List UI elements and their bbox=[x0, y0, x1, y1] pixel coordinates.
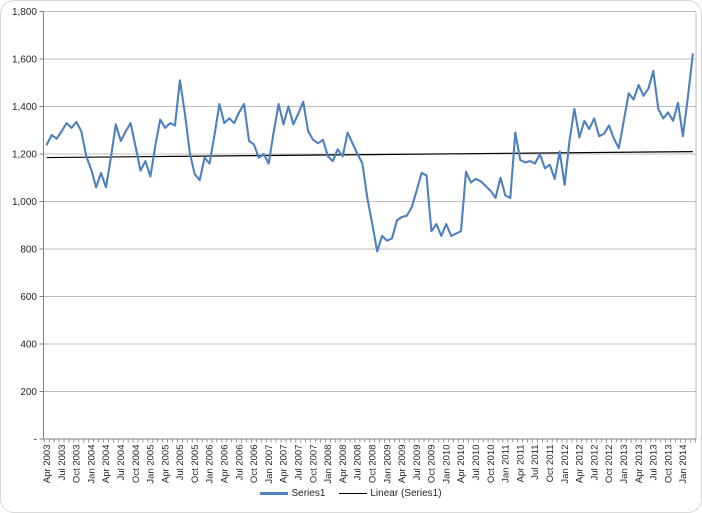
svg-text:Oct 2006: Oct 2006 bbox=[249, 445, 260, 484]
svg-text:-: - bbox=[34, 435, 37, 446]
svg-text:Jul 2012: Jul 2012 bbox=[589, 445, 600, 481]
svg-text:Jul 2010: Jul 2010 bbox=[471, 445, 482, 481]
svg-text:200: 200 bbox=[20, 387, 37, 398]
svg-text:1,200: 1,200 bbox=[12, 150, 37, 161]
svg-text:600: 600 bbox=[20, 292, 37, 303]
svg-text:Oct 2008: Oct 2008 bbox=[367, 445, 378, 484]
svg-text:1,600: 1,600 bbox=[12, 55, 37, 66]
trendline-swatch bbox=[339, 493, 368, 494]
svg-text:Oct 2013: Oct 2013 bbox=[663, 445, 674, 484]
svg-text:Oct 2010: Oct 2010 bbox=[486, 445, 497, 484]
svg-text:Jul 2003: Jul 2003 bbox=[57, 445, 68, 481]
svg-text:Jan 2009: Jan 2009 bbox=[382, 445, 393, 484]
svg-text:Apr 2004: Apr 2004 bbox=[101, 445, 112, 484]
svg-text:Apr 2003: Apr 2003 bbox=[42, 445, 53, 484]
svg-text:Jul 2007: Jul 2007 bbox=[293, 445, 304, 481]
svg-text:400: 400 bbox=[20, 340, 37, 351]
series1-line-swatch bbox=[260, 492, 289, 495]
linear-trendline[interactable] bbox=[46, 151, 693, 159]
legend-item-series1[interactable]: Series1 bbox=[260, 488, 325, 499]
svg-text:Oct 2009: Oct 2009 bbox=[427, 445, 438, 484]
legend-label-series1: Series1 bbox=[291, 488, 326, 499]
y-axis-labels: 1,800 1,600 1,400 1,200 1,000 800 600 400 200 - bbox=[12, 7, 37, 446]
horizontal-gridlines bbox=[43, 11, 697, 439]
svg-text:Jan 2013: Jan 2013 bbox=[619, 445, 630, 484]
svg-text:800: 800 bbox=[20, 245, 37, 256]
svg-text:Jul 2008: Jul 2008 bbox=[353, 445, 364, 481]
svg-text:Apr 2012: Apr 2012 bbox=[575, 445, 586, 484]
svg-text:1,400: 1,400 bbox=[12, 102, 37, 113]
svg-text:Oct 2004: Oct 2004 bbox=[131, 445, 142, 484]
axis-lines bbox=[43, 11, 696, 440]
svg-text:Jan 2005: Jan 2005 bbox=[146, 445, 157, 484]
svg-text:Jul 2013: Jul 2013 bbox=[649, 445, 660, 481]
svg-text:Jan 2014: Jan 2014 bbox=[678, 445, 689, 484]
legend-item-linear-trend[interactable]: Linear (Series1) bbox=[339, 488, 442, 499]
svg-text:Apr 2013: Apr 2013 bbox=[634, 445, 645, 484]
svg-text:Jul 2009: Jul 2009 bbox=[412, 445, 423, 481]
svg-text:Oct 2012: Oct 2012 bbox=[604, 445, 615, 484]
svg-text:Jan 2011: Jan 2011 bbox=[501, 445, 512, 483]
x-axis-labels: Apr 2003 Jul 2003 Oct 2003 Jan 2004 Apr 2004… bbox=[42, 445, 689, 484]
svg-text:Jan 2010: Jan 2010 bbox=[441, 445, 452, 484]
svg-text:Oct 2007: Oct 2007 bbox=[308, 445, 319, 484]
svg-text:Jul 2004: Jul 2004 bbox=[116, 445, 127, 481]
svg-text:Apr 2005: Apr 2005 bbox=[160, 445, 171, 484]
chart-legend: Series1 Linear (Series1) bbox=[1, 488, 701, 499]
x-axis-ticks bbox=[43, 439, 696, 443]
svg-text:1,000: 1,000 bbox=[12, 197, 37, 208]
series1-line[interactable] bbox=[45, 53, 694, 253]
svg-text:Oct 2011: Oct 2011 bbox=[545, 445, 556, 483]
svg-text:Apr 2011: Apr 2011 bbox=[515, 445, 526, 483]
svg-text:Jan 2008: Jan 2008 bbox=[323, 445, 334, 484]
svg-text:Apr 2008: Apr 2008 bbox=[338, 445, 349, 484]
svg-text:Oct 2003: Oct 2003 bbox=[72, 445, 83, 484]
svg-text:1,800: 1,800 bbox=[12, 7, 37, 18]
svg-text:Apr 2009: Apr 2009 bbox=[397, 445, 408, 484]
y-axis-ticks bbox=[39, 11, 44, 440]
legend-label-linear-trend: Linear (Series1) bbox=[370, 488, 442, 499]
svg-text:Apr 2007: Apr 2007 bbox=[279, 445, 290, 484]
svg-text:Jan 2012: Jan 2012 bbox=[560, 445, 571, 484]
svg-text:Jan 2004: Jan 2004 bbox=[86, 445, 97, 484]
svg-text:Apr 2010: Apr 2010 bbox=[456, 445, 467, 484]
svg-text:Jan 2006: Jan 2006 bbox=[205, 445, 216, 484]
svg-text:Jan 2007: Jan 2007 bbox=[264, 445, 275, 484]
svg-text:Oct 2005: Oct 2005 bbox=[190, 445, 201, 484]
svg-text:Jul 2006: Jul 2006 bbox=[234, 445, 245, 481]
svg-text:Apr 2006: Apr 2006 bbox=[220, 445, 231, 484]
svg-text:Jul 2005: Jul 2005 bbox=[175, 445, 186, 481]
svg-text:Jul 2011: Jul 2011 bbox=[530, 445, 541, 480]
